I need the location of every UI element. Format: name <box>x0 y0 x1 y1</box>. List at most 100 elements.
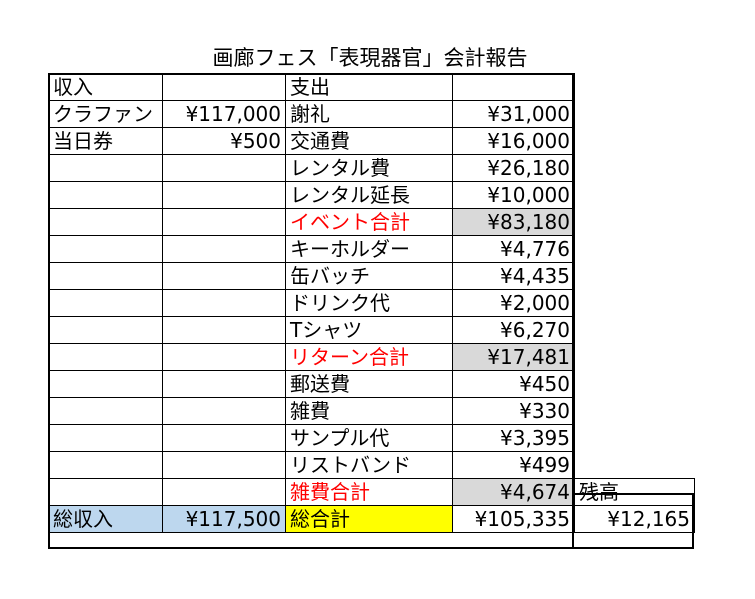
expense-label[interactable]: Tシャツ <box>285 316 453 344</box>
empty-cell <box>575 344 695 371</box>
expense-label[interactable]: 缶バッチ <box>285 262 453 290</box>
empty-cell <box>575 290 695 317</box>
income-label[interactable] <box>48 181 163 209</box>
income-label[interactable] <box>48 289 163 317</box>
table-row: キーホルダー ¥4,776 <box>48 235 695 263</box>
expense-label[interactable]: 雑費合計 <box>285 478 453 506</box>
grand-total-value[interactable]: ¥105,335 <box>452 505 575 533</box>
table-row: ドリンク代 ¥2,000 <box>48 289 695 317</box>
expense-value[interactable]: ¥26,180 <box>452 154 575 182</box>
expense-label[interactable]: レンタル費 <box>285 154 453 182</box>
table-row: クラファン ¥117,000 謝礼 ¥31,000 <box>48 100 695 128</box>
empty-cell <box>575 425 695 452</box>
income-value[interactable] <box>162 343 286 371</box>
income-label[interactable] <box>48 370 163 398</box>
empty-cell <box>575 263 695 290</box>
empty-cell <box>575 209 695 236</box>
income-value[interactable] <box>162 289 286 317</box>
income-value[interactable] <box>162 208 286 236</box>
cell[interactable] <box>162 73 286 101</box>
income-value[interactable] <box>162 424 286 452</box>
income-value[interactable] <box>162 181 286 209</box>
income-value[interactable] <box>162 397 286 425</box>
expense-value[interactable]: ¥4,674 <box>452 478 575 506</box>
income-label[interactable]: クラファン <box>48 100 163 128</box>
income-label[interactable] <box>48 208 163 236</box>
table-row: 郵送費 ¥450 <box>48 370 695 398</box>
empty-cell <box>575 128 695 155</box>
expense-label[interactable]: リターン合計 <box>285 343 453 371</box>
income-value[interactable] <box>162 235 286 263</box>
income-label[interactable] <box>48 397 163 425</box>
income-label[interactable] <box>48 154 163 182</box>
income-label[interactable] <box>48 478 163 506</box>
expense-label[interactable]: 雑費 <box>285 397 453 425</box>
income-value[interactable] <box>162 451 286 479</box>
empty-cell <box>575 101 695 128</box>
balance-label[interactable]: 残高 <box>574 478 695 506</box>
empty-cell <box>575 236 695 263</box>
expense-label[interactable]: 郵送費 <box>285 370 453 398</box>
expense-value[interactable]: ¥31,000 <box>452 100 575 128</box>
empty-cell <box>575 452 695 479</box>
table-row: サンプル代 ¥3,395 <box>48 424 695 452</box>
expense-value[interactable]: ¥10,000 <box>452 181 575 209</box>
income-label[interactable] <box>48 262 163 290</box>
total-income-label[interactable]: 総収入 <box>48 505 163 533</box>
empty-cell <box>575 398 695 425</box>
table-row: リストバンド ¥499 <box>48 451 695 479</box>
expense-value[interactable]: ¥2,000 <box>452 289 575 317</box>
subtotal-row: リターン合計 ¥17,481 <box>48 343 695 371</box>
expense-label[interactable]: ドリンク代 <box>285 289 453 317</box>
expense-value[interactable]: ¥499 <box>452 451 575 479</box>
expense-value[interactable]: ¥6,270 <box>452 316 575 344</box>
income-value[interactable]: ¥117,000 <box>162 100 286 128</box>
expense-value[interactable]: ¥450 <box>452 370 575 398</box>
income-value[interactable] <box>162 370 286 398</box>
table-row: レンタル延長 ¥10,000 <box>48 181 695 209</box>
income-value[interactable] <box>162 316 286 344</box>
totals-row: 総収入 ¥117,500 総合計 ¥105,335 ¥12,165 <box>48 505 695 533</box>
expense-label[interactable]: 謝礼 <box>285 100 453 128</box>
income-header[interactable]: 収入 <box>48 73 163 101</box>
income-label[interactable] <box>48 316 163 344</box>
empty-cell <box>575 371 695 398</box>
empty-cell <box>575 182 695 209</box>
expense-label[interactable]: リストバンド <box>285 451 453 479</box>
expense-label[interactable]: 交通費 <box>285 127 453 155</box>
expense-value[interactable]: ¥4,776 <box>452 235 575 263</box>
cell[interactable] <box>452 73 575 101</box>
table-row: レンタル費 ¥26,180 <box>48 154 695 182</box>
income-label[interactable] <box>48 343 163 371</box>
empty-cell <box>575 74 695 101</box>
income-label[interactable] <box>48 451 163 479</box>
income-label[interactable] <box>48 235 163 263</box>
total-income-value[interactable]: ¥117,500 <box>162 505 286 533</box>
subtotal-row: イベント合計 ¥83,180 <box>48 208 695 236</box>
report-title: 画廊フェス「表現器官」会計報告 <box>212 46 528 70</box>
expense-value[interactable]: ¥16,000 <box>452 127 575 155</box>
income-value[interactable] <box>162 478 286 506</box>
expense-value[interactable]: ¥4,435 <box>452 262 575 290</box>
subtotal-row: 雑費合計 ¥4,674 残高 <box>48 478 695 506</box>
expense-header[interactable]: 支出 <box>285 73 453 101</box>
empty-cell <box>575 155 695 182</box>
balance-value[interactable]: ¥12,165 <box>574 505 695 533</box>
empty-cell <box>575 317 695 344</box>
expense-label[interactable]: レンタル延長 <box>285 181 453 209</box>
expense-value[interactable]: ¥330 <box>452 397 575 425</box>
expense-value[interactable]: ¥83,180 <box>452 208 575 236</box>
expense-value[interactable]: ¥3,395 <box>452 424 575 452</box>
expense-label[interactable]: サンプル代 <box>285 424 453 452</box>
table-row: Tシャツ ¥6,270 <box>48 316 695 344</box>
income-value[interactable] <box>162 262 286 290</box>
income-label[interactable]: 当日券 <box>48 127 163 155</box>
expense-value[interactable]: ¥17,481 <box>452 343 575 371</box>
income-label[interactable] <box>48 424 163 452</box>
expense-label[interactable]: イベント合計 <box>285 208 453 236</box>
expense-label[interactable]: キーホルダー <box>285 235 453 263</box>
income-value[interactable]: ¥500 <box>162 127 286 155</box>
accounting-table: 収入 支出 クラファン ¥117,000 謝礼 ¥31,000 当日券 ¥500 交通費 ¥1… <box>48 73 695 533</box>
income-value[interactable] <box>162 154 286 182</box>
grand-total-label[interactable]: 総合計 <box>285 505 453 533</box>
